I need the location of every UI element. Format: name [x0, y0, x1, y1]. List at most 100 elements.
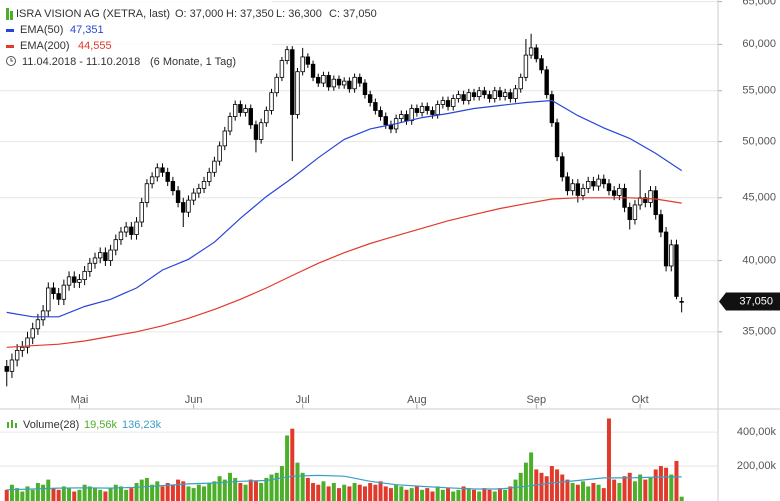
volume-bar — [227, 472, 232, 501]
candle-body — [284, 49, 290, 61]
candle-body — [66, 276, 72, 286]
candle-body — [627, 206, 632, 220]
volume-bar — [9, 484, 14, 501]
volume-bar — [98, 489, 103, 501]
candle-body — [518, 76, 523, 90]
volume-bar — [606, 418, 611, 501]
candle-body — [87, 262, 93, 272]
candle-body — [175, 190, 181, 203]
grid — [0, 1, 722, 467]
volume-bar — [25, 486, 30, 501]
candle-body — [316, 76, 321, 84]
volume-bar — [326, 486, 331, 501]
candle-body — [544, 69, 549, 96]
candle-body — [170, 181, 176, 192]
volume-bar — [409, 488, 414, 501]
legend-value: 47,351 — [70, 24, 104, 36]
volume-bar — [196, 484, 201, 501]
volume-bar — [638, 474, 643, 501]
candle-body — [528, 47, 534, 56]
candle-body — [404, 114, 409, 122]
candle-body — [201, 181, 207, 189]
volume-bar — [30, 489, 35, 501]
volume-bar — [285, 435, 290, 501]
candle-body — [14, 350, 20, 361]
legend-value: 44,555 — [78, 40, 112, 52]
volume-bar — [170, 484, 175, 501]
volume-bar — [508, 486, 513, 501]
volume-legend: Volume(28) 19,56k 136,23k — [7, 419, 162, 431]
volume-bar — [555, 469, 560, 501]
candle-body — [492, 90, 497, 99]
volume-bar — [300, 472, 305, 501]
candle-body — [586, 181, 591, 189]
candle-body — [674, 244, 679, 297]
candle-body — [362, 82, 368, 96]
candle-body — [290, 49, 295, 115]
candle-body — [295, 71, 300, 115]
candle-body — [596, 178, 601, 187]
volume-bar — [217, 476, 222, 501]
volume-bar — [61, 486, 66, 501]
volume-bar — [544, 476, 549, 501]
volume-bar — [165, 483, 170, 501]
candle-body — [35, 319, 41, 330]
candle-body — [264, 110, 269, 124]
candle-body — [25, 337, 30, 348]
candle-body — [9, 359, 15, 372]
legend-label: EMA(50) — [20, 24, 63, 36]
candle-body — [534, 47, 539, 60]
candle-body — [82, 270, 87, 280]
volume-bar — [357, 484, 362, 501]
volume-bar — [420, 489, 425, 501]
volume-bar — [316, 484, 321, 501]
candle-body — [601, 178, 606, 185]
candle-body — [139, 202, 144, 223]
last-price-label: 37,050 — [739, 295, 773, 307]
candle-body — [482, 90, 487, 96]
volume-bar — [513, 479, 518, 501]
volume-bar — [565, 479, 570, 501]
x-tick-label: Jul — [296, 394, 310, 406]
volume-bar — [451, 491, 456, 501]
candle-body — [144, 183, 150, 203]
y-tick-label: 65,000 — [742, 0, 776, 8]
ohlc-label: C: 37,050 — [329, 8, 377, 20]
candle-body — [580, 187, 586, 196]
ohlc-label: H: 37,350 — [226, 8, 274, 20]
candle-body — [196, 187, 202, 194]
candle-body — [129, 226, 134, 235]
last-price-badge — [719, 292, 780, 311]
candle-body — [643, 197, 648, 203]
legend-icon — [11, 420, 13, 428]
candle-body — [207, 171, 212, 182]
y-tick-label: 400,00k — [737, 426, 777, 438]
candle-body — [456, 94, 461, 99]
line — [6, 99, 683, 318]
legend-icon — [6, 8, 9, 20]
volume-bar — [337, 488, 342, 501]
volume-bar — [87, 486, 92, 501]
candle-body — [108, 249, 113, 261]
legend-icon — [7, 422, 9, 428]
legend-label: EMA(200) — [20, 40, 70, 52]
volume-bar — [72, 491, 77, 501]
candle-body — [97, 252, 103, 259]
legend-icon — [10, 11, 13, 20]
line — [6, 197, 682, 348]
candle-body — [40, 310, 46, 321]
volume-bar — [222, 479, 227, 501]
volume-bar — [596, 484, 601, 501]
volume-bar — [41, 484, 46, 501]
volume-bar — [279, 466, 284, 501]
volume-bar — [311, 483, 316, 501]
volume-bar — [35, 483, 40, 501]
volume-bar — [150, 484, 155, 501]
candle-body — [508, 92, 513, 99]
clock-icon — [6, 56, 16, 66]
y-tick-label: 45,000 — [742, 192, 776, 204]
volume-bar — [295, 462, 300, 501]
volume-bar — [404, 489, 409, 501]
volume-bar — [134, 483, 139, 501]
